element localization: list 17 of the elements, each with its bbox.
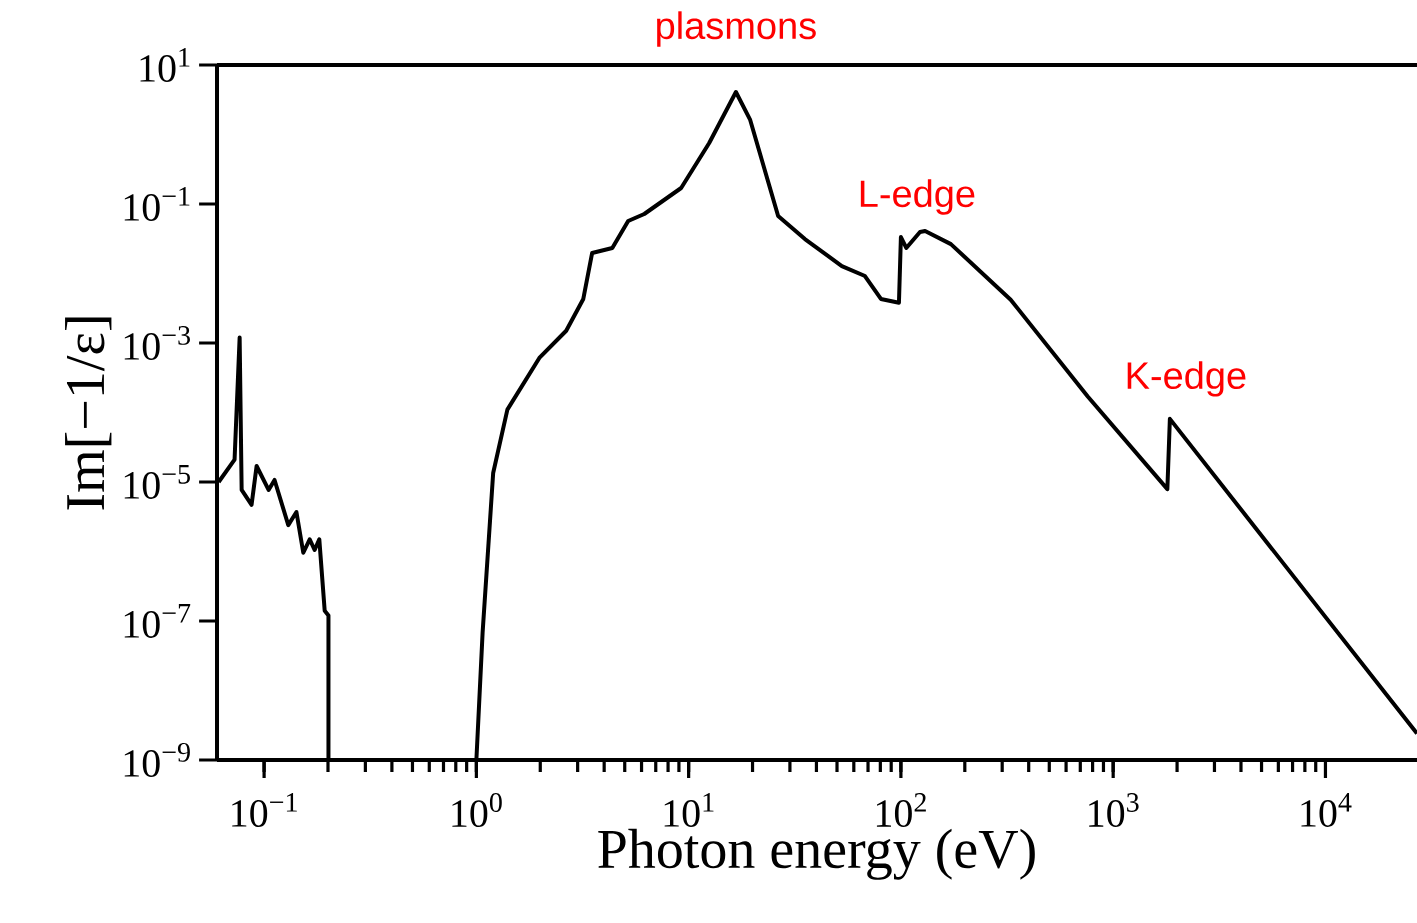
x-tick-label: 10$^{4}$ xyxy=(1301,793,1352,827)
annotation: L-edge xyxy=(860,179,975,215)
x-tick-label: 10$^{2}$ xyxy=(876,793,926,828)
y-tick-label: 10$^{−9}$ xyxy=(124,743,190,777)
y-axis-title: Im[−1/ε] xyxy=(65,317,112,510)
y-tick-label: 10$^{−3}$ xyxy=(124,326,190,360)
y-tick-label: 10$^{−5}$ xyxy=(124,465,190,499)
x-tick-label: 10$^{−1}$ xyxy=(232,793,297,827)
x-tick-label: 10$^{3}$ xyxy=(1089,793,1139,828)
x-tick-label: 10$^{1}$ xyxy=(664,793,714,827)
annotation: plasmons xyxy=(657,11,816,47)
x-tick-label: 10$^{0}$ xyxy=(452,793,502,828)
y-tick-label: 10$^{1}$ xyxy=(140,48,190,82)
y-tick-label: 10$^{−1}$ xyxy=(124,187,190,221)
annotation: K-edge xyxy=(1127,361,1246,397)
y-tick-label: 10$^{−7}$ xyxy=(124,604,191,638)
x-axis-title: Photon energy (eV) xyxy=(598,828,1035,880)
